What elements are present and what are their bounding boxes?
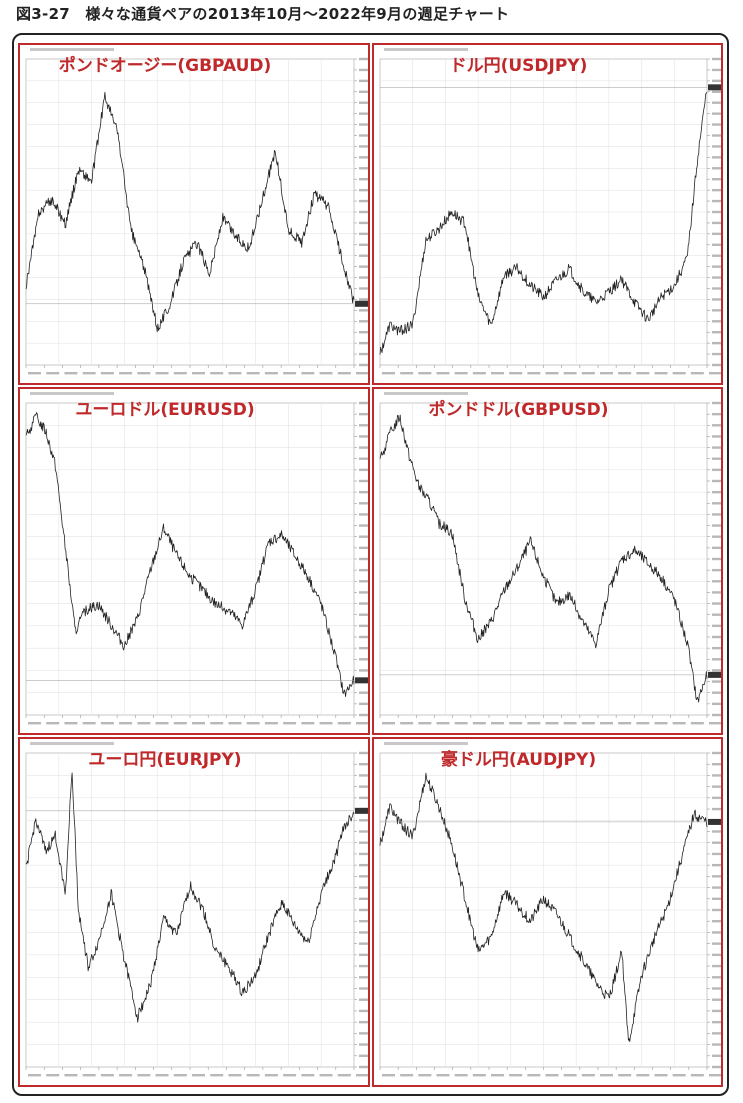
chart-title-gbpusd: ポンドドル(GBPUSD) (428, 400, 609, 420)
chart-eurusd (25, 392, 368, 725)
chart-title-usdjpy: ドル円(USDJPY) (449, 56, 588, 76)
price-series-line (379, 414, 708, 703)
current-price-marker (355, 807, 368, 814)
chart-panel-eurjpy: ユーロ円(EURJPY) (18, 737, 370, 1087)
current-price-marker (355, 677, 368, 684)
current-price-marker (708, 818, 721, 825)
price-series-line (379, 772, 708, 1043)
current-price-marker (708, 671, 721, 678)
current-price-marker (708, 84, 721, 91)
price-series-line (25, 772, 355, 1023)
chart-eurjpy (25, 742, 368, 1077)
chart-panel-gbpaud: ポンドオージー(GBPAUD) (18, 43, 370, 385)
current-price-marker (355, 300, 368, 307)
chart-audjpy (379, 742, 721, 1077)
chart-gbpusd (379, 392, 721, 725)
chart-usdjpy (379, 48, 721, 375)
price-series-line (25, 91, 355, 333)
chart-panel-eurusd: ユーロドル(EURUSD) (18, 387, 370, 735)
price-series-line (379, 92, 708, 355)
figure-frame: ポンドオージー(GBPAUD) ドル円(USDJPY) ユーロドル(EURUSD… (12, 33, 729, 1096)
price-series-line (25, 412, 355, 698)
chart-title-eurjpy: ユーロ円(EURJPY) (88, 750, 242, 770)
chart-title-eurusd: ユーロドル(EURUSD) (75, 400, 255, 420)
chart-gbpaud (25, 48, 368, 375)
chart-panel-audjpy: 豪ドル円(AUDJPY) (372, 737, 723, 1087)
figure-title: 図3-27 様々な通貨ペアの2013年10月〜2022年9月の週足チャート (16, 5, 510, 23)
chart-panel-gbpusd: ポンドドル(GBPUSD) (372, 387, 723, 735)
chart-title-audjpy: 豪ドル円(AUDJPY) (440, 750, 597, 770)
chart-panel-usdjpy: ドル円(USDJPY) (372, 43, 723, 385)
chart-title-gbpaud: ポンドオージー(GBPAUD) (58, 56, 272, 76)
